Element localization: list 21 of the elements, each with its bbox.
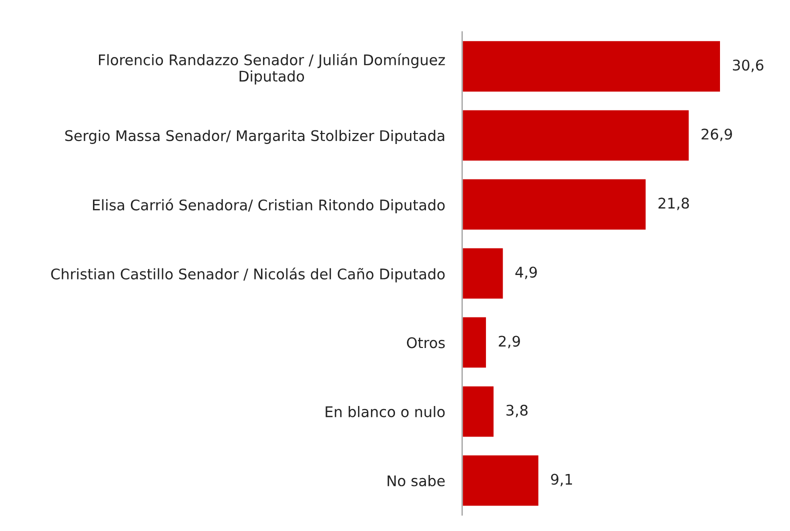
bar xyxy=(462,454,540,508)
data-label: 30,6 xyxy=(732,60,764,72)
bar xyxy=(462,108,690,162)
data-label: 9,1 xyxy=(551,474,572,486)
bar xyxy=(462,246,504,300)
bar xyxy=(462,384,495,438)
data-label: 2,9 xyxy=(498,336,520,348)
y-tick-label: Christian Castillo Senador / Nicolás del Caño Diputado xyxy=(51,268,445,282)
data-label: 3,8 xyxy=(506,404,528,418)
y-tick-label: Otros xyxy=(406,337,445,348)
y-tick-label: No sabe xyxy=(388,475,445,486)
data-label: 21,8 xyxy=(658,198,689,210)
y-tick-label: En blanco o nulo xyxy=(326,406,445,418)
data-label: 26,9 xyxy=(702,128,732,142)
y-tick-label: Sergio Massa Senador/ Margarita Stolbizer Diputada xyxy=(65,130,444,144)
y-tick-label: Florencio Randazzo Senador / Julián Domínguez Diputado xyxy=(98,53,445,85)
bar xyxy=(462,178,648,232)
bar xyxy=(462,316,488,370)
y-tick-label: Elisa Carrió Senadora/ Cristian Ritondo Diputado xyxy=(92,198,445,214)
data-label: 4,9 xyxy=(515,266,537,280)
bar xyxy=(462,40,722,93)
